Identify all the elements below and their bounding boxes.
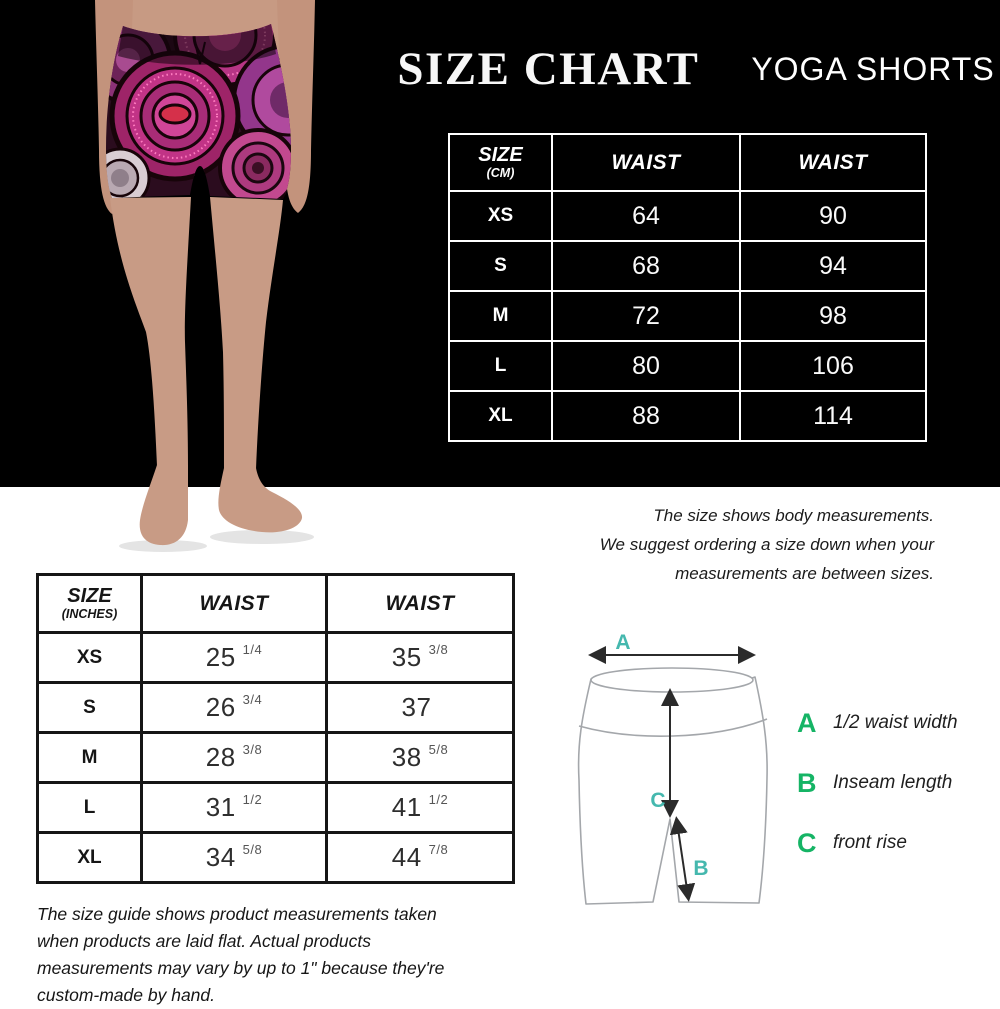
diagram-label-c: C (650, 789, 665, 812)
body-measurement-note: The size shows body measurements. We sug… (504, 501, 934, 588)
hips-value: 106 (739, 340, 927, 392)
waist-value: 68 (551, 240, 741, 292)
note-line: measurements may vary by up to 1" becaus… (37, 958, 445, 978)
diagram-legend: A 1/2 waist width B Inseam length C fron… (797, 708, 1000, 888)
cm-row-xs: XS 64 90 (448, 190, 927, 242)
size-label: M (36, 731, 143, 784)
note-line: measurements are between sizes. (675, 564, 934, 583)
note-line: when products are laid flat. Actual prod… (37, 931, 371, 951)
cm-row-l: L 80 106 (448, 340, 927, 392)
waist-value: 80 (551, 340, 741, 392)
waist-value: 72 (551, 290, 741, 342)
hips-value: 37 (325, 681, 515, 734)
note-line: The size guide shows product measurement… (37, 904, 437, 924)
foot-shadow (119, 540, 207, 552)
hips-value: 44 7/8 (325, 831, 515, 884)
product-photo (95, 0, 315, 552)
waist-opening (590, 667, 754, 693)
note-line: We suggest ordering a size down when you… (599, 535, 934, 554)
note-line: The size shows body measurements. (653, 506, 934, 525)
legend-label-b: Inseam length (833, 772, 953, 793)
size-label: L (448, 340, 553, 392)
legend-letter-c: C (797, 827, 817, 858)
cm-hips-header: WAIST (739, 133, 927, 192)
size-label: S (36, 681, 143, 734)
legend-letter-b: B (797, 767, 817, 798)
legend-label-c: front rise (833, 832, 907, 853)
cm-size-header: SIZE (478, 144, 523, 166)
cm-size-unit: (CM) (486, 166, 515, 180)
diagram-label-a: A (615, 631, 630, 654)
cm-row-m: M 72 98 (448, 290, 927, 342)
waist-value: 25 1/4 (140, 631, 328, 684)
waist-value: 26 3/4 (140, 681, 328, 734)
size-label: M (448, 290, 553, 342)
inches-row-xs: XS 25 1/4 35 3/8 (36, 631, 515, 684)
size-label: XL (36, 831, 143, 884)
inches-size-table: SIZE (INCHES) WAIST WAIST XS 25 1/4 35 3/8… (36, 573, 515, 884)
legend-label-a: 1/2 waist width (833, 712, 958, 733)
inches-row-xl: XL 34 5/8 44 7/8 (36, 831, 515, 884)
cm-size-table: SIZE (CM) WAIST WAIST XS 64 90 S 68 94 M… (448, 133, 927, 442)
note-line: custom-made by hand. (37, 985, 216, 1005)
inches-waist-header: WAIST (140, 573, 328, 634)
legend-letter-a: A (797, 707, 817, 738)
hips-value: 41 1/2 (325, 781, 515, 834)
diagram-label-b: B (693, 857, 708, 880)
hips-value: 38 5/8 (325, 731, 515, 784)
waist-value: 28 3/8 (140, 731, 328, 784)
inseam-arrow (669, 816, 696, 902)
inches-size-header-cell: SIZE (INCHES) (36, 573, 143, 634)
product-measurement-note: The size guide shows product measurement… (37, 901, 512, 1009)
shorts-measurement-diagram: A C B (577, 631, 768, 905)
inches-size-unit: (INCHES) (61, 607, 118, 621)
foot-shadow (210, 530, 314, 544)
inches-hips-header: WAIST (325, 573, 515, 634)
hips-value: 98 (739, 290, 927, 342)
waist-value: 88 (551, 390, 741, 442)
hips-value: 90 (739, 190, 927, 242)
size-label: L (36, 781, 143, 834)
cm-row-s: S 68 94 (448, 240, 927, 292)
cm-header-row: SIZE (CM) WAIST WAIST (448, 133, 927, 192)
shorts-outline (577, 676, 768, 905)
legend-row-a: A 1/2 waist width (797, 708, 1000, 738)
cm-row-xl: XL 88 114 (448, 390, 927, 442)
legend-row-b: B Inseam length (797, 768, 1000, 798)
waist-value: 31 1/2 (140, 781, 328, 834)
size-label: XS (448, 190, 553, 242)
size-label: S (448, 240, 553, 292)
cm-waist-header: WAIST (551, 133, 741, 192)
hips-value: 114 (739, 390, 927, 442)
inches-size-header: SIZE (67, 585, 112, 607)
page-title: SIZE CHART (397, 43, 700, 95)
size-label: XS (36, 631, 143, 684)
inches-row-s: S 26 3/4 37 (36, 681, 515, 734)
inches-row-m: M 28 3/8 38 5/8 (36, 731, 515, 784)
cm-size-header-cell: SIZE (CM) (448, 133, 553, 192)
hips-value: 35 3/8 (325, 631, 515, 684)
inches-header-row: SIZE (INCHES) WAIST WAIST (36, 573, 515, 634)
hips-value: 94 (739, 240, 927, 292)
page-title-block: SIZE CHART YOGA SHORTS (397, 30, 995, 108)
waist-value: 34 5/8 (140, 831, 328, 884)
size-label: XL (448, 390, 553, 442)
page-subtitle: YOGA SHORTS (751, 50, 995, 87)
inches-row-l: L 31 1/2 41 1/2 (36, 781, 515, 834)
legend-row-c: C front rise (797, 828, 1000, 858)
waist-value: 64 (551, 190, 741, 242)
